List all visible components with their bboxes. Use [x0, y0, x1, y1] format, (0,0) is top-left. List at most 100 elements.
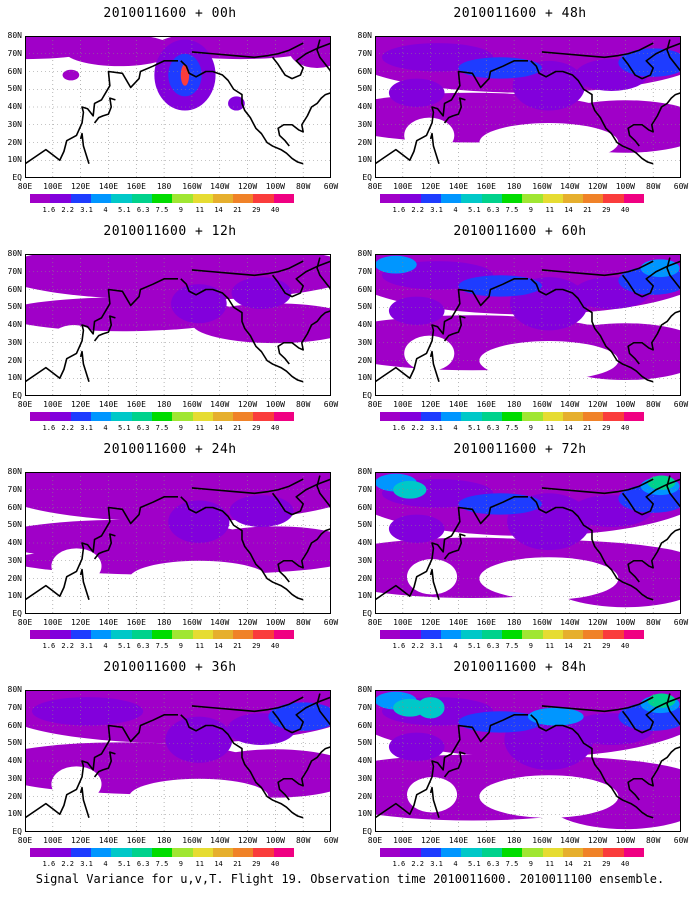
coastline [79, 568, 90, 601]
lon-tick-label: 100E [43, 182, 63, 191]
colorbar-swatch [192, 848, 213, 857]
lon-tick-label: 100W [265, 400, 285, 409]
coastline [443, 751, 466, 778]
colorbar-level-label: 14 [564, 642, 573, 650]
map-panel: 2010011600 + 12h EQ 10N 20N 30N 40N 50N 60N 70N 8… [0, 218, 340, 440]
lon-tick-label: 100W [615, 182, 635, 191]
colorbar-swatch [212, 630, 234, 639]
colorbar-swatch [273, 412, 295, 421]
variance-shading [129, 778, 269, 815]
colorbar-swatch [623, 848, 645, 857]
variance-shading [528, 707, 584, 726]
variance-shading [388, 732, 445, 761]
colorbar-swatch [562, 848, 584, 857]
colorbar-swatch [400, 412, 421, 421]
colorbar-level-label: 3.1 [80, 642, 93, 650]
variance-shading [388, 514, 445, 543]
coastline [541, 260, 654, 277]
lon-tick-label: 120E [70, 400, 91, 409]
colorbar-swatch [440, 630, 462, 639]
coastline [627, 92, 681, 147]
lon-tick-label: 160E [476, 836, 496, 845]
coastline [541, 696, 654, 713]
map-frame: EQ 10N 20N 30N 40N 50N 60N 70N 80N 80E 100E 120E 140… [8, 250, 339, 410]
lon-tick-label: 160W [532, 618, 552, 627]
coastline [79, 350, 90, 383]
lon-tick-label: 160E [476, 400, 496, 409]
coastline [530, 278, 654, 383]
colorbar-level-label: 11 [545, 860, 554, 868]
variance-shading [62, 69, 80, 81]
map-panel: 2010011600 + 00h EQ 10N 20N 30N 40N 50N 60N 70N 8… [0, 0, 340, 222]
colorbar-level-label: 6.3 [136, 424, 150, 432]
colorbar-level-label: 11 [545, 206, 554, 214]
colorbar-swatch [562, 630, 584, 639]
colorbar-swatch [461, 848, 482, 857]
colorbar-swatch [461, 412, 482, 421]
colorbar-level-label: 4 [453, 860, 458, 868]
variance-shading [479, 557, 619, 600]
colorbar [380, 630, 645, 639]
coastline [627, 528, 681, 583]
lat-tick-label: 20N [7, 137, 22, 147]
coastline [180, 714, 304, 819]
colorbar-level-label: 14 [564, 206, 573, 214]
colorbar-swatch [111, 848, 132, 857]
lat-tick-label: 20N [7, 355, 22, 365]
colorbar-level-label: 11 [195, 642, 204, 650]
lon-tick-label: 180 [156, 182, 172, 191]
colorbar-level-label: 9 [178, 860, 183, 868]
lat-tick-label: 70N [357, 702, 372, 712]
coastline [375, 278, 528, 383]
colorbar-labels: 1.6 2.2 3.1 4 5.1 6.3 7.5 9 11 14 21 29 40 [380, 860, 644, 869]
colorbar-swatch [380, 194, 401, 203]
colorbar-swatch [151, 630, 173, 639]
coastline [191, 42, 304, 59]
colorbar-swatch [172, 412, 193, 421]
panel-title: 2010011600 + 36h [103, 660, 237, 675]
lon-tick-label: 60W [673, 618, 689, 627]
lat-tick-label: 80N [357, 249, 372, 258]
lat-tick-label: 70N [357, 484, 372, 494]
colorbar-swatch [233, 848, 254, 857]
colorbar-labels: 1.6 2.2 3.1 4 5.1 6.3 7.5 9 11 14 21 29 40 [380, 206, 644, 215]
lon-tick-label: 80E [367, 618, 383, 627]
colorbar-level-label: 7.5 [155, 860, 169, 868]
colorbar-swatch [70, 194, 91, 203]
lon-tick-label: 80E [367, 182, 383, 191]
lat-tick-label: 70N [357, 266, 372, 276]
colorbar-swatch [30, 630, 51, 639]
lat-tick-label: 60N [357, 720, 372, 730]
colorbar-labels: 1.6 2.2 3.1 4 5.1 6.3 7.5 9 11 14 21 29 40 [30, 860, 294, 869]
variance-shading [268, 702, 331, 731]
colorbar-level-label: 11 [545, 642, 554, 650]
colorbar-swatch [481, 848, 502, 857]
colorbar-level-label: 7.5 [505, 642, 519, 650]
colorbar-labels: 1.6 2.2 3.1 4 5.1 6.3 7.5 9 11 14 21 29 40 [30, 206, 294, 215]
colorbar-swatch [522, 630, 543, 639]
colorbar-level-label: 4 [453, 642, 458, 650]
colorbar-swatch [420, 412, 441, 421]
lat-tick-label: 20N [7, 791, 22, 801]
lon-tick-label: 120W [587, 182, 608, 191]
colorbar-swatch [192, 630, 213, 639]
variance-shading [168, 500, 230, 543]
colorbar-swatch [192, 412, 213, 421]
coastline [666, 693, 681, 726]
map-border [375, 472, 681, 614]
coastline [541, 42, 654, 59]
colorbar-level-label: 29 [602, 206, 611, 214]
lon-tick-label: 100E [393, 836, 413, 845]
coastline [621, 478, 681, 516]
colorbar-swatch [461, 194, 482, 203]
lat-tick-label: 70N [357, 48, 372, 58]
lon-tick-label: 120E [70, 836, 91, 845]
lon-tick-label: 80W [295, 836, 311, 845]
colorbar-level-label: 40 [270, 424, 280, 432]
lat-tick-label: 40N [357, 320, 372, 329]
colorbar-swatch [30, 848, 51, 857]
lon-tick-label: 100W [615, 618, 635, 627]
lat-tick-label: 10N [7, 591, 22, 601]
lat-tick-label: 80N [357, 31, 372, 40]
variance-shading [228, 96, 245, 111]
